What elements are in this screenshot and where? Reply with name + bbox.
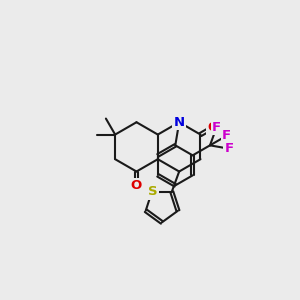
Text: O: O — [131, 179, 142, 192]
Text: O: O — [207, 121, 218, 134]
Text: S: S — [148, 185, 158, 198]
Text: F: F — [222, 129, 231, 142]
Text: N: N — [174, 116, 185, 129]
Text: F: F — [212, 121, 221, 134]
Text: F: F — [224, 142, 233, 155]
